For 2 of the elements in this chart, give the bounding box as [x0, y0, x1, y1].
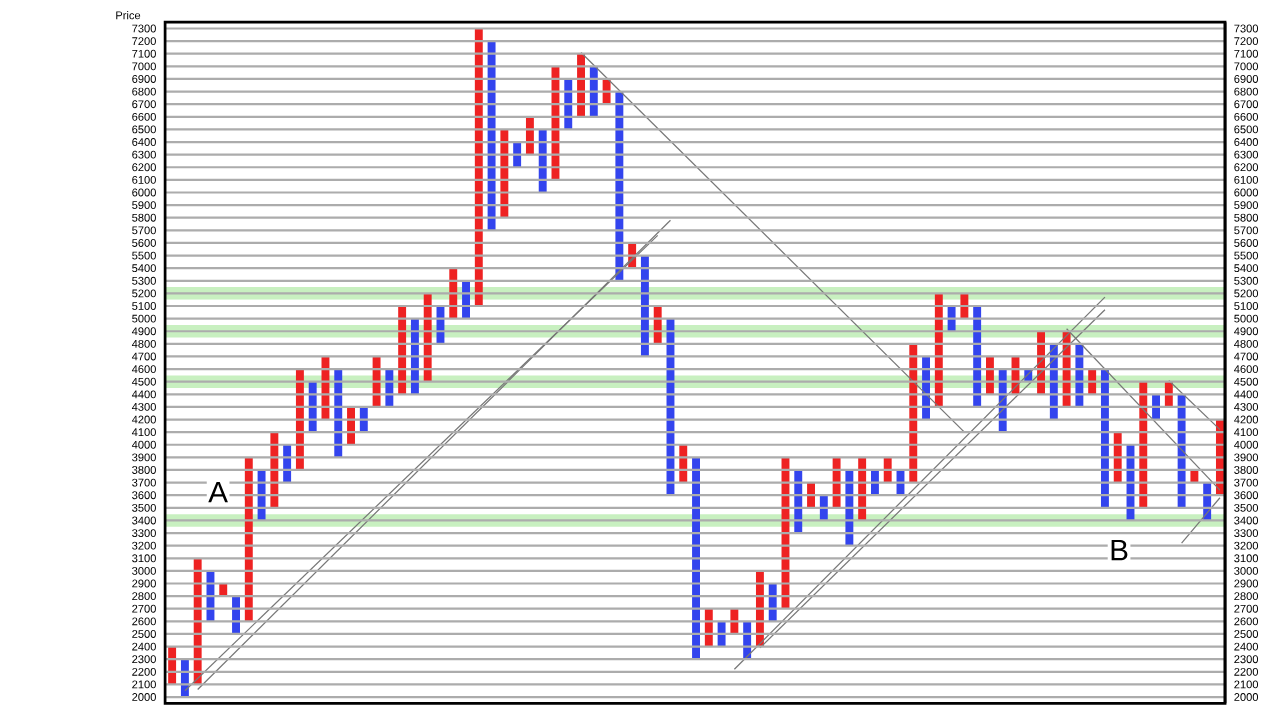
annotation: B: [1111, 539, 1128, 560]
annotation: A: [208, 481, 228, 503]
